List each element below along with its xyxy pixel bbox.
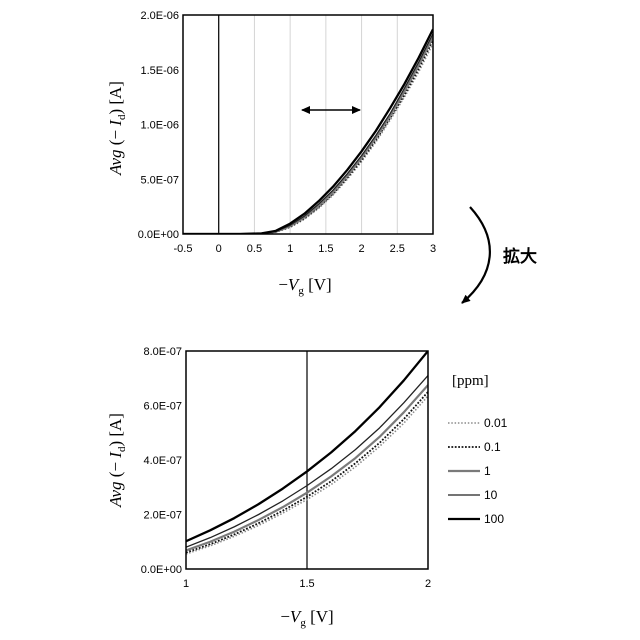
- y-tick-label: 1.5E-06: [140, 65, 179, 77]
- legend-title: [ppm]: [452, 373, 489, 389]
- y-tick-labels: 0.0E+00 5.0E-07 1.0E-06 1.5E-06 2.0E-06: [138, 10, 179, 241]
- overview-chart: -0.5 0 0.5 1 1.5 2 2.5 3 0.0E+00 5.0E-07 1.0E-06 1…: [106, 10, 436, 297]
- x-axis-title: −Vg [V]: [278, 275, 331, 297]
- y-tick-label: 1.0E-06: [140, 120, 179, 132]
- y-axis-title: Avg (− Id) [A]: [106, 413, 128, 508]
- y-tick-label: 4.0E-07: [143, 455, 182, 467]
- x-axis-title: −Vg [V]: [280, 607, 333, 629]
- x-tick-label: 1: [183, 578, 189, 590]
- legend-label-10: 10: [484, 488, 498, 502]
- plot-area: [183, 15, 433, 234]
- y-tick-label: 0.0E+00: [141, 564, 182, 576]
- legend-label-0.1: 0.1: [484, 440, 501, 454]
- legend-label-0.01: 0.01: [484, 416, 508, 430]
- x-tick-label: 1.5: [318, 243, 333, 255]
- series-line-1: [183, 37, 433, 234]
- series-line-0.1: [183, 40, 433, 234]
- x-tick-labels: -0.5 0 0.5 1 1.5 2 2.5 3: [174, 243, 437, 255]
- grid: [219, 15, 398, 234]
- series-line-100: [183, 29, 433, 234]
- y-axis-title: Avg (− Id) [A]: [106, 81, 128, 176]
- zoom-arrow: [462, 207, 490, 303]
- y-tick-label: 0.0E+00: [138, 229, 179, 241]
- zoomed-chart: 11.52 0.0E+002.0E-074.0E-076.0E-078.0E-0…: [106, 346, 431, 629]
- y-tick-label: 6.0E-07: [143, 401, 182, 413]
- plot-area: [186, 351, 428, 569]
- legend-label-100: 100: [484, 512, 504, 526]
- x-tick-label: 2: [425, 578, 431, 590]
- x-tick-label: 2: [359, 243, 365, 255]
- series-line-10: [183, 34, 433, 234]
- plot-frame: [183, 15, 433, 234]
- x-tick-label: 1.5: [299, 578, 314, 590]
- y-tick-labels: 0.0E+00 2.0E-07 4.0E-07 6.0E-07 8.0E-07: [141, 346, 182, 576]
- x-tick-label: 0: [216, 243, 222, 255]
- zoom-note: 拡大: [503, 246, 537, 267]
- y-tick-label: 5.0E-07: [140, 174, 179, 186]
- y-tick-label: 2.0E-07: [143, 510, 182, 522]
- series-line-0.01: [183, 43, 433, 234]
- x-tick-label: -0.5: [174, 243, 193, 255]
- x-tick-label: 1: [287, 243, 293, 255]
- y-tick-label: 2.0E-06: [140, 10, 179, 22]
- x-tick-label: 2.5: [390, 243, 405, 255]
- y-tick-label: 8.0E-07: [143, 346, 182, 358]
- legend-label-1: 1: [484, 464, 491, 478]
- x-tick-label: 0.5: [247, 243, 262, 255]
- x-tick-label: 3: [430, 243, 436, 255]
- x-tick-labels: 11.52: [183, 578, 431, 590]
- legend: [ppm] 0.01 0.1 1 10 100: [448, 373, 508, 526]
